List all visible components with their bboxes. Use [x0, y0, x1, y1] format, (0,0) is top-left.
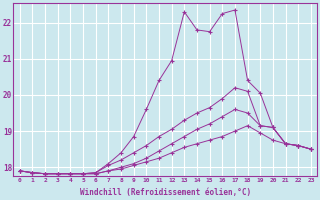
X-axis label: Windchill (Refroidissement éolien,°C): Windchill (Refroidissement éolien,°C)	[80, 188, 251, 197]
